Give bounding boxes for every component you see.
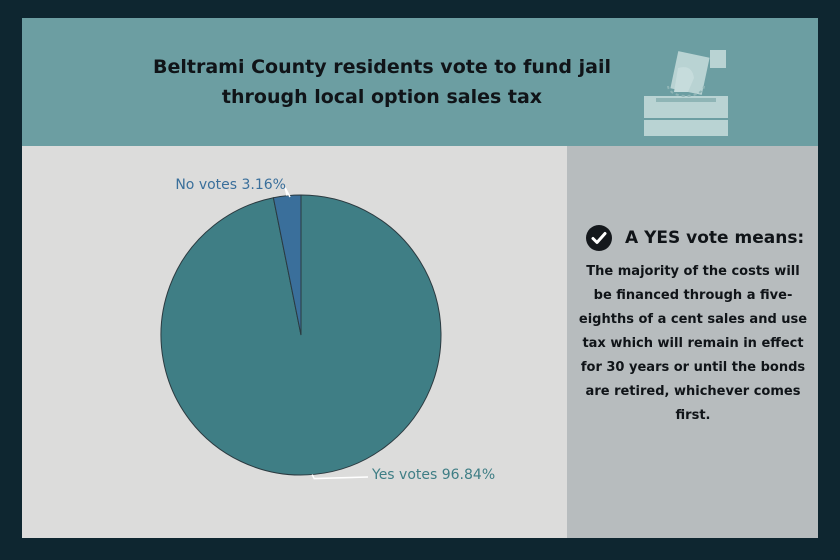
pie-label-no: No votes 3.16%	[175, 177, 286, 193]
pie-chart: Yes votes 96.84% No votes 3.16%	[160, 177, 495, 483]
yes-vote-description: The majority of the costs will be financ…	[578, 264, 808, 423]
infographic: Beltrami County residents vote to fund j…	[22, 18, 818, 538]
check-circle-icon	[586, 225, 612, 251]
info-panel: A YES vote means: The majority of the co…	[567, 146, 818, 538]
pie-label-yes-leader	[311, 474, 369, 480]
page-title: Beltrami County residents vote to fund j…	[102, 52, 662, 112]
header-banner: Beltrami County residents vote to fund j…	[22, 18, 818, 146]
pie-label-yes: Yes votes 96.84%	[371, 467, 495, 483]
ballot-box-icon	[644, 50, 728, 136]
title-line-2: through local option sales tax	[221, 86, 543, 108]
yes-vote-title: A YES vote means:	[625, 228, 805, 248]
pie-label-no-leader	[284, 187, 291, 198]
chart-panel: Yes votes 96.84% No votes 3.16%	[22, 146, 567, 538]
title-line-1: Beltrami County residents vote to fund j…	[153, 56, 611, 78]
yes-vote-heading: A YES vote means:	[585, 224, 805, 252]
